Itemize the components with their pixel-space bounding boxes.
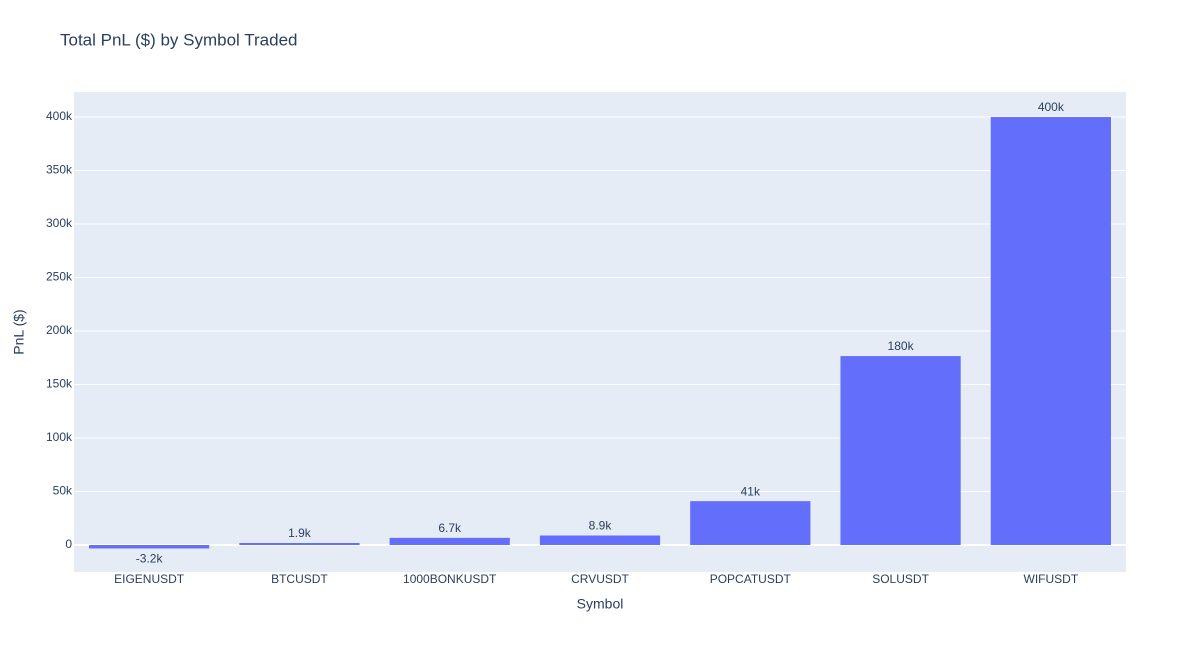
bar bbox=[990, 117, 1111, 546]
bar bbox=[389, 537, 510, 546]
x-tick-label: CRVUSDT bbox=[571, 572, 629, 586]
y-tick-label: 300k bbox=[46, 216, 73, 230]
x-axis-label: Symbol bbox=[577, 596, 624, 612]
data-label: 400k bbox=[1038, 100, 1065, 114]
x-tick-label: WIFUSDT bbox=[1024, 572, 1079, 586]
data-label: 180k bbox=[888, 339, 915, 353]
data-label: -3.2k bbox=[136, 552, 164, 566]
y-tick-label: 250k bbox=[46, 270, 73, 284]
y-tick-label: 150k bbox=[46, 377, 73, 391]
bar bbox=[239, 543, 360, 546]
y-tick-label: 400k bbox=[46, 109, 73, 123]
x-tick-label: EIGENUSDT bbox=[114, 572, 185, 586]
data-label: 6.7k bbox=[438, 521, 462, 535]
y-tick-label: 50k bbox=[53, 484, 73, 498]
chart-title: Total PnL ($) by Symbol Traded bbox=[60, 30, 298, 49]
bar bbox=[690, 501, 811, 546]
x-tick-label: BTCUSDT bbox=[271, 572, 328, 586]
x-tick-label: 1000BONKUSDT bbox=[403, 572, 497, 586]
bar bbox=[539, 535, 661, 546]
data-label: 1.9k bbox=[288, 526, 312, 540]
plot-area bbox=[74, 92, 1126, 572]
y-tick-label: 100k bbox=[46, 430, 73, 444]
y-tick-label: 200k bbox=[46, 323, 73, 337]
bar bbox=[840, 356, 961, 546]
x-tick-label: POPCATUSDT bbox=[710, 572, 792, 586]
data-label: 8.9k bbox=[589, 519, 613, 533]
y-tick-label: 350k bbox=[46, 163, 73, 177]
x-tick-label: SOLUSDT bbox=[872, 572, 929, 586]
y-tick-label: 0 bbox=[65, 537, 72, 551]
bar bbox=[89, 545, 210, 549]
data-label: 41k bbox=[741, 484, 761, 498]
y-axis-label: PnL ($) bbox=[11, 309, 27, 354]
